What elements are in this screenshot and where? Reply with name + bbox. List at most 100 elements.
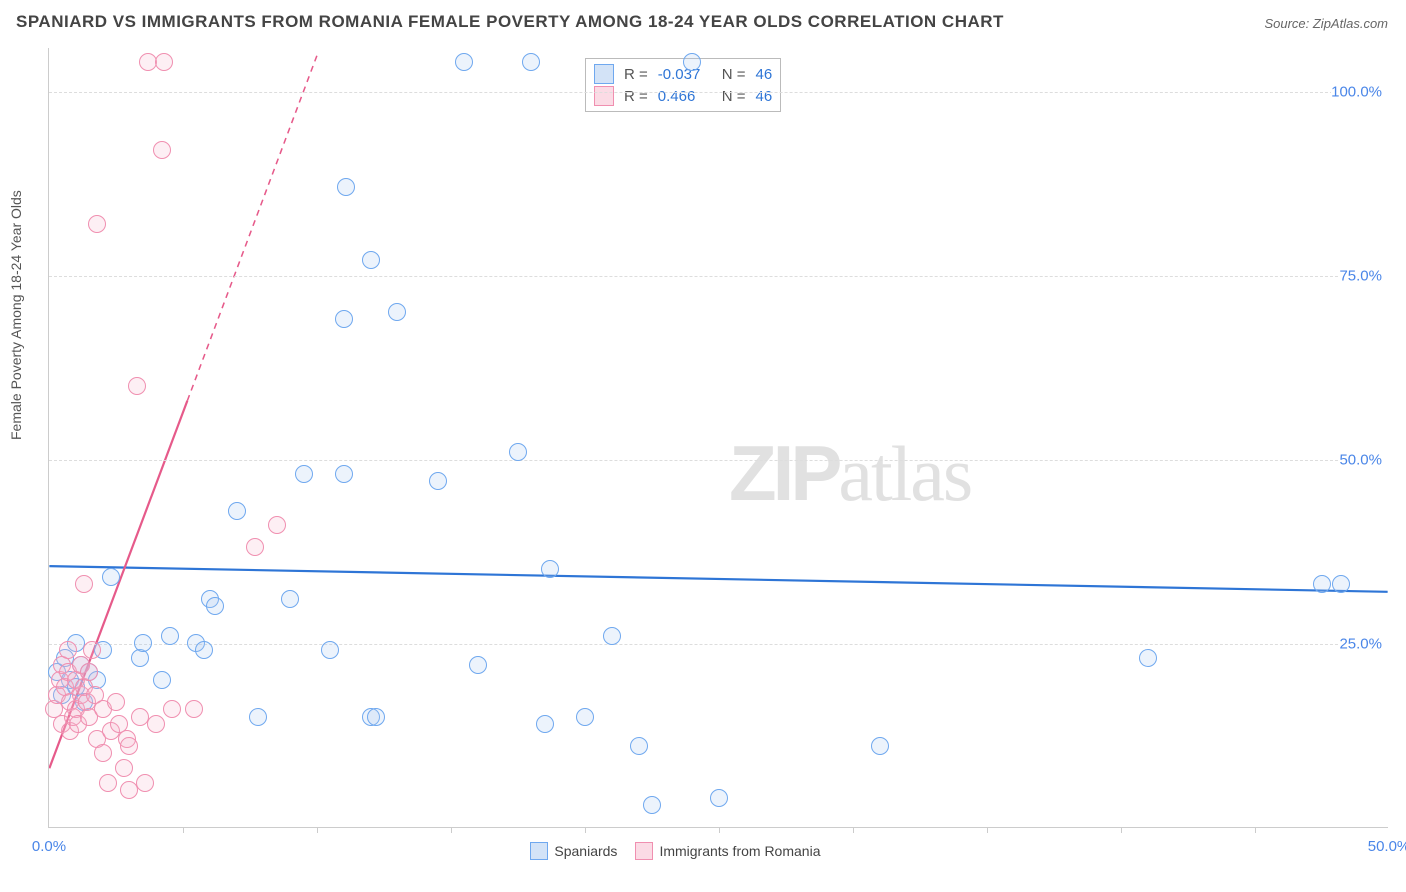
x-tick-minor <box>183 827 184 833</box>
corr-r-value: 0.466 <box>658 88 712 105</box>
data-point <box>246 538 264 556</box>
series-legend: Spaniards Immigrants from Romania <box>530 842 820 860</box>
corr-r-value: -0.037 <box>658 66 712 83</box>
data-point <box>134 634 152 652</box>
legend-item: Spaniards <box>530 842 617 860</box>
legend-item: Immigrants from Romania <box>635 842 820 860</box>
chart-title: SPANIARD VS IMMIGRANTS FROM ROMANIA FEMA… <box>16 12 1004 32</box>
data-point <box>603 627 621 645</box>
corr-n-value: 46 <box>756 88 773 105</box>
data-point <box>80 663 98 681</box>
y-tick-label: 25.0% <box>1339 636 1390 653</box>
data-point <box>683 53 701 71</box>
data-point <box>1313 575 1331 593</box>
data-point <box>710 789 728 807</box>
correlation-legend: R = -0.037 N = 46 R = 0.466 N = 46 <box>585 58 781 112</box>
x-tick-label: 0.0% <box>32 838 66 855</box>
x-tick-label: 50.0% <box>1368 838 1406 855</box>
corr-r-label: R = <box>624 66 648 83</box>
data-point <box>367 708 385 726</box>
legend-swatch <box>594 86 614 106</box>
data-point <box>206 597 224 615</box>
x-tick-minor <box>719 827 720 833</box>
data-point <box>228 502 246 520</box>
gridline-h <box>49 644 1388 645</box>
data-point <box>94 744 112 762</box>
data-point <box>185 700 203 718</box>
corr-r-label: R = <box>624 88 648 105</box>
source-attribution: Source: ZipAtlas.com <box>1264 16 1388 31</box>
data-point <box>871 737 889 755</box>
data-point <box>388 303 406 321</box>
data-point <box>455 53 473 71</box>
data-point <box>107 693 125 711</box>
data-point <box>136 774 154 792</box>
data-point <box>337 178 355 196</box>
data-point <box>335 465 353 483</box>
x-tick-minor <box>451 827 452 833</box>
data-point <box>115 759 133 777</box>
data-point <box>102 568 120 586</box>
data-point <box>195 641 213 659</box>
data-point <box>161 627 179 645</box>
data-point <box>541 560 559 578</box>
data-point <box>120 737 138 755</box>
data-point <box>1332 575 1350 593</box>
data-point <box>153 141 171 159</box>
data-point <box>128 377 146 395</box>
data-point <box>295 465 313 483</box>
y-axis-label: Female Poverty Among 18-24 Year Olds <box>8 190 24 440</box>
data-point <box>630 737 648 755</box>
y-tick-label: 50.0% <box>1339 452 1390 469</box>
data-point <box>335 310 353 328</box>
data-point <box>362 251 380 269</box>
data-point <box>1139 649 1157 667</box>
data-point <box>509 443 527 461</box>
corr-n-label: N = <box>722 88 746 105</box>
x-tick-minor <box>853 827 854 833</box>
corr-n-value: 46 <box>756 66 773 83</box>
scatter-plot-area: ZIPatlas R = -0.037 N = 46 R = 0.466 N = 46 25.… <box>48 48 1388 828</box>
data-point <box>536 715 554 733</box>
corr-legend-row: R = -0.037 N = 46 <box>594 63 772 85</box>
data-point <box>321 641 339 659</box>
data-point <box>643 796 661 814</box>
data-point <box>469 656 487 674</box>
legend-swatch <box>594 64 614 84</box>
x-tick-minor <box>1255 827 1256 833</box>
data-point <box>155 53 173 71</box>
x-tick-minor <box>585 827 586 833</box>
corr-n-label: N = <box>722 66 746 83</box>
watermark: ZIPatlas <box>729 428 971 519</box>
data-point <box>88 215 106 233</box>
data-point <box>576 708 594 726</box>
legend-swatch <box>530 842 548 860</box>
data-point <box>75 575 93 593</box>
data-point <box>59 641 77 659</box>
y-tick-label: 75.0% <box>1339 268 1390 285</box>
data-point <box>147 715 165 733</box>
y-tick-label: 100.0% <box>1331 84 1390 101</box>
data-point <box>153 671 171 689</box>
data-point <box>268 516 286 534</box>
legend-label: Immigrants from Romania <box>659 843 820 859</box>
watermark-bold: ZIP <box>729 429 838 517</box>
x-tick-minor <box>317 827 318 833</box>
data-point <box>249 708 267 726</box>
x-tick-minor <box>987 827 988 833</box>
watermark-light: atlas <box>838 430 971 517</box>
data-point <box>163 700 181 718</box>
x-tick-minor <box>1121 827 1122 833</box>
legend-swatch <box>635 842 653 860</box>
data-point <box>429 472 447 490</box>
data-point <box>522 53 540 71</box>
gridline-h <box>49 276 1388 277</box>
corr-legend-row: R = 0.466 N = 46 <box>594 85 772 107</box>
gridline-h <box>49 92 1388 93</box>
data-point <box>281 590 299 608</box>
data-point <box>99 774 117 792</box>
gridline-h <box>49 460 1388 461</box>
regression-lines-layer <box>49 48 1388 827</box>
data-point <box>83 641 101 659</box>
legend-label: Spaniards <box>554 843 617 859</box>
